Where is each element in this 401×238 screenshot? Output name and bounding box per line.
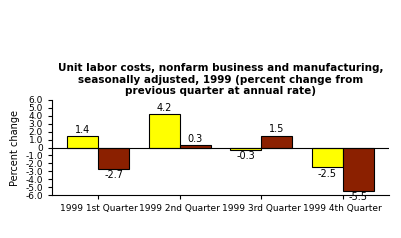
Text: 1.4: 1.4 xyxy=(75,125,91,135)
Title: Unit labor costs, nonfarm business and manufacturing,
seasonally adjusted, 1999 : Unit labor costs, nonfarm business and m… xyxy=(58,63,383,96)
Text: -5.5: -5.5 xyxy=(349,192,368,202)
Bar xyxy=(230,148,261,150)
Text: -2.7: -2.7 xyxy=(104,170,124,180)
Bar xyxy=(180,145,211,148)
Text: -2.5: -2.5 xyxy=(318,169,337,178)
Bar xyxy=(98,148,130,169)
Text: 0.3: 0.3 xyxy=(188,134,203,144)
Text: 1.5: 1.5 xyxy=(269,124,284,134)
Bar xyxy=(67,136,98,148)
Bar xyxy=(312,148,343,167)
Bar xyxy=(343,148,374,191)
Bar xyxy=(261,136,292,148)
Y-axis label: Percent change: Percent change xyxy=(10,109,20,186)
Text: 4.2: 4.2 xyxy=(157,103,172,113)
Text: -0.3: -0.3 xyxy=(237,151,255,161)
Bar xyxy=(149,114,180,148)
